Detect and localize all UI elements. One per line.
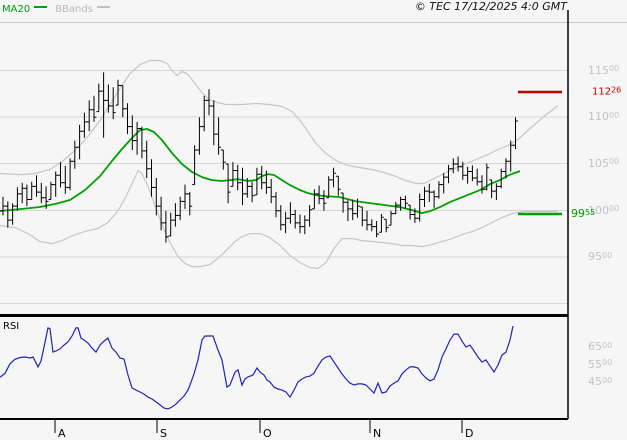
price-axis-label: 10000 bbox=[588, 203, 620, 217]
rsi-axis-label: 4500 bbox=[588, 375, 613, 388]
grid-lines bbox=[0, 70, 568, 304]
panel-borders bbox=[0, 10, 569, 420]
price-axis-label: 9500 bbox=[588, 250, 613, 263]
x-axis-month-label: S bbox=[160, 427, 167, 440]
rsi-panel-label: RSI bbox=[3, 321, 20, 332]
chart-legend: MA20 BBands bbox=[2, 0, 118, 15]
legend-ma20-label: MA20 bbox=[2, 4, 31, 15]
x-axis-ticks bbox=[54, 419, 463, 433]
legend-bbands-label: BBands bbox=[55, 4, 93, 15]
legend-ma20-line-swatch bbox=[34, 5, 48, 8]
price-bars bbox=[0, 72, 518, 243]
header-divider bbox=[0, 22, 627, 23]
x-axis-month-label: O bbox=[263, 427, 272, 440]
ma20-line bbox=[0, 128, 521, 215]
bollinger-bands bbox=[0, 59, 559, 270]
price-axis-label: 11000 bbox=[588, 110, 620, 123]
x-axis-month-label: D bbox=[465, 427, 474, 440]
support-price-label: 9955 bbox=[571, 207, 596, 220]
rsi-line bbox=[0, 325, 514, 410]
resistance-price-label: 11226 bbox=[592, 85, 622, 98]
legend-bbands-line-swatch bbox=[96, 5, 110, 8]
reference-lines bbox=[518, 90, 562, 216]
x-axis-month-label: N bbox=[373, 427, 382, 440]
chart-timestamp: © TEC 17/12/2025 4:0 GMT bbox=[414, 0, 567, 13]
x-axis-month-label: A bbox=[58, 427, 66, 440]
price-axis-label: 11500 bbox=[588, 63, 620, 77]
rsi-axis-label: 5500 bbox=[588, 357, 613, 371]
rsi-axis-label: 6500 bbox=[588, 340, 613, 353]
price-axis-label: 10500 bbox=[588, 156, 620, 170]
